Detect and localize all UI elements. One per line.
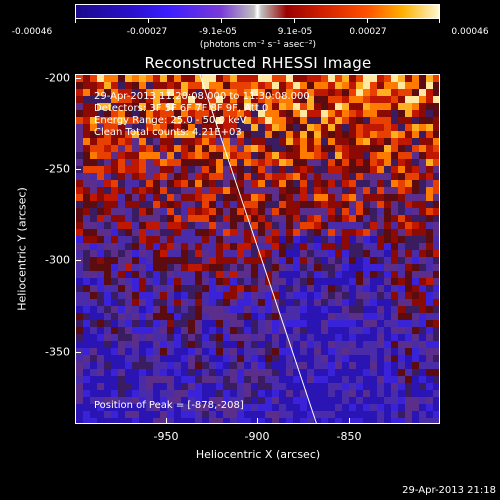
- image-title: Reconstructed RHESSI Image: [144, 54, 372, 72]
- y-tick-label: -250: [45, 162, 70, 176]
- rhessi-image: 29-Apr-2013 11:28:08.000 to 11:30:08.000…: [75, 74, 440, 424]
- y-tick-mark: [75, 169, 81, 170]
- colorbar-label: -0.00046: [11, 27, 53, 37]
- plot-timestamp: 29-Apr-2013 21:18: [402, 485, 496, 496]
- x-tick-mark: [349, 418, 350, 424]
- y-axis-label: Heliocentric Y (arcsec): [15, 187, 29, 311]
- colorbar-tick: [439, 19, 440, 23]
- y-tick-label: -300: [45, 253, 70, 267]
- y-tick-mark: [75, 352, 81, 353]
- colorbar: [75, 4, 440, 19]
- info-method: Clean Total counts: 4.21E+03: [94, 127, 242, 138]
- x-tick-mark: [166, 418, 167, 424]
- info-detectors: Detectors: 3F 5F 6F 7F 8F 9F, Att 0: [94, 103, 269, 114]
- colorbar-tick: [148, 19, 149, 23]
- x-tick-label: -850: [336, 430, 362, 443]
- colorbar-tick: [294, 19, 295, 23]
- x-tick-mark: [257, 418, 258, 424]
- image-map: [76, 75, 439, 423]
- colorbar-tick: [221, 19, 222, 23]
- colorbar-units: (photons cm⁻² s⁻¹ asec⁻²): [199, 40, 317, 50]
- colorbar-label: 0.00027: [349, 27, 387, 37]
- x-tick-label: -900: [244, 430, 270, 443]
- x-tick-label: -950: [153, 430, 179, 443]
- x-axis-label: Heliocentric X (arcsec): [195, 448, 321, 461]
- y-tick-label: -350: [45, 345, 70, 359]
- colorbar-label: -9.1e-05: [199, 27, 237, 37]
- peak-position: Position of Peak = [-878,-208]: [94, 400, 244, 411]
- info-energy: Energy Range: 25.0 - 50.0 keV: [94, 115, 247, 126]
- y-tick-mark: [75, 260, 81, 261]
- colorbar-tick: [367, 19, 368, 23]
- y-tick-mark: [75, 78, 81, 79]
- info-time: 29-Apr-2013 11:28:08.000 to 11:30:08.000: [94, 91, 310, 102]
- y-tick-label: -200: [45, 71, 70, 85]
- colorbar-label: 0.00046: [451, 27, 489, 37]
- colorbar-label: 9.1e-05: [277, 27, 313, 37]
- limb-line: [199, 75, 317, 423]
- colorbar-label: -0.00027: [126, 27, 168, 37]
- colorbar-tick: [75, 19, 76, 23]
